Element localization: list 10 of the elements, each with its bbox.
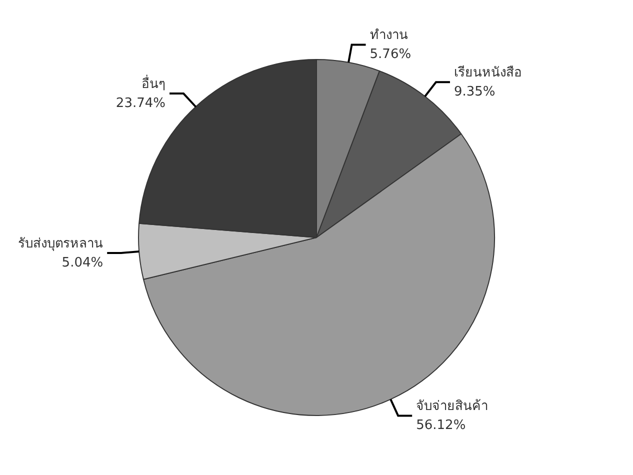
slice-label: เรียนหนังสือ — [454, 64, 522, 81]
slice-label: จับจ่ายสินค้า — [416, 399, 488, 414]
slice-label: รับส่งบุตรหลาน — [18, 236, 104, 252]
data-label: 5.04% — [62, 255, 104, 270]
data-label: 23.74% — [116, 96, 166, 111]
slice-label: ทำงาน — [370, 28, 408, 44]
data-label: 5.76% — [370, 47, 412, 62]
data-label: 9.35% — [454, 84, 496, 100]
slice-label: อื่นๆ — [142, 74, 166, 92]
data-label: 56.12% — [416, 418, 466, 434]
